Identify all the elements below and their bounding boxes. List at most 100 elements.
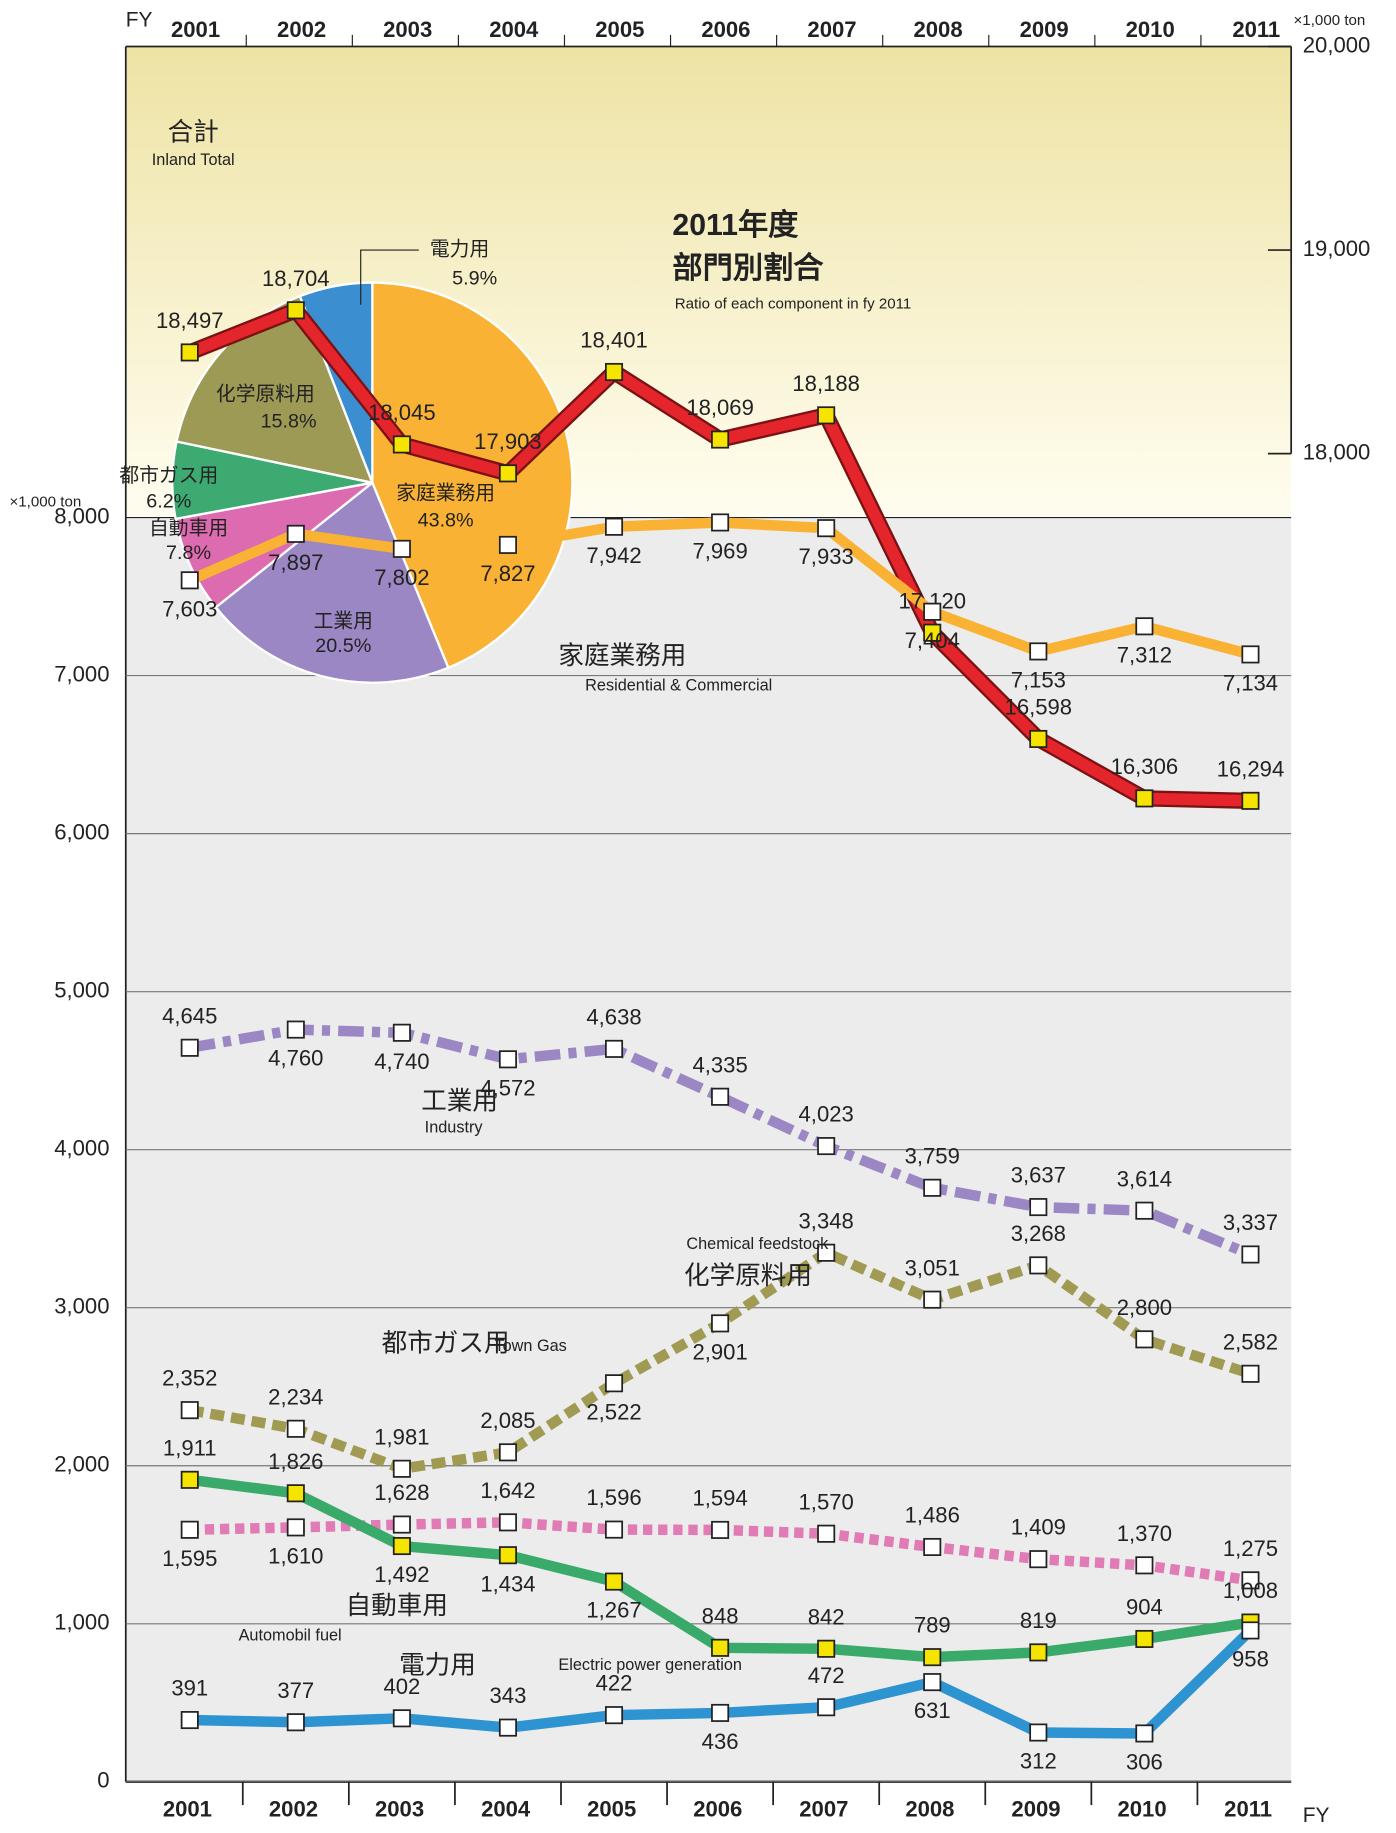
value-label: 1,370 <box>1117 1521 1172 1546</box>
value-label: 312 <box>1020 1749 1057 1774</box>
y-tick-label: 4,000 <box>54 1136 109 1161</box>
marker <box>182 1402 198 1418</box>
x-tick-label: 2011 <box>1224 1797 1272 1822</box>
value-label: 4,638 <box>586 1004 641 1029</box>
pie-value-label: 43.8% <box>418 509 474 531</box>
value-label: 631 <box>914 1698 951 1723</box>
y-tick-label: 7,000 <box>54 661 109 686</box>
x-tick-label: 2002 <box>269 1797 318 1822</box>
marker <box>818 1526 834 1542</box>
pie-label: 化学原料用 <box>216 384 315 406</box>
value-label: 1,409 <box>1011 1515 1066 1540</box>
marker <box>606 1521 622 1537</box>
x-tick-label: 2003 <box>375 1797 424 1822</box>
x-tick-label: 2005 <box>587 1797 636 1822</box>
value-label: 1,826 <box>268 1449 323 1474</box>
value-label: 2,522 <box>586 1399 641 1424</box>
series-name-en: Residential & Commercial <box>585 677 772 695</box>
value-label: 1,267 <box>586 1598 641 1623</box>
series-name-en: Town Gas <box>494 1337 566 1355</box>
marker <box>1136 1203 1152 1219</box>
series-name: 都市ガス用 <box>382 1328 510 1357</box>
x-tick-label-top: 2010 <box>1126 17 1175 42</box>
pie-label: 電力用 <box>430 238 489 260</box>
value-label: 1,595 <box>162 1546 217 1571</box>
x-tick-label-top: 2006 <box>701 17 750 42</box>
marker <box>818 1138 834 1154</box>
marker <box>606 1573 622 1589</box>
value-label: 4,335 <box>692 1052 747 1077</box>
value-label: 7,897 <box>268 550 323 575</box>
marker <box>712 514 728 530</box>
x-axis-label-top: FY <box>126 8 153 31</box>
marker <box>182 572 198 588</box>
value-label: 436 <box>702 1729 739 1754</box>
x-tick-label: 2008 <box>905 1797 954 1822</box>
pie-caption: Ratio of each component in fy 2011 <box>675 296 912 313</box>
marker <box>924 1674 940 1690</box>
page: 家庭業務用43.8%工業用20.5%自動車用7.8%都市ガス用6.2%化学原料用… <box>0 0 1396 1833</box>
marker <box>1030 643 1046 659</box>
series-name: 家庭業務用 <box>558 641 686 670</box>
marker <box>288 1485 304 1501</box>
value-label: 1,492 <box>374 1562 429 1587</box>
value-label: 3,614 <box>1117 1166 1172 1191</box>
x-tick-label-top: 2004 <box>489 17 539 42</box>
value-label: 16,598 <box>1005 695 1073 720</box>
value-label: 1,981 <box>374 1424 429 1449</box>
value-label: 4,645 <box>162 1003 217 1028</box>
marker <box>288 1021 304 1037</box>
value-label: 3,759 <box>905 1143 960 1168</box>
value-label: 1,486 <box>905 1503 960 1528</box>
chart: 家庭業務用43.8%工業用20.5%自動車用7.8%都市ガス用6.2%化学原料用… <box>0 0 1396 1833</box>
x-tick-label-top: 2001 <box>171 17 220 42</box>
value-label: 18,497 <box>156 308 224 333</box>
value-label: 377 <box>277 1678 314 1703</box>
marker <box>288 1519 304 1535</box>
value-label: 16,306 <box>1111 754 1179 779</box>
value-label: 18,401 <box>580 328 648 353</box>
marker <box>288 1421 304 1437</box>
marker <box>394 1710 410 1726</box>
value-label: 7,827 <box>480 561 535 586</box>
marker <box>818 520 834 536</box>
value-label: 904 <box>1126 1595 1163 1620</box>
value-label: 2,085 <box>480 1408 535 1433</box>
marker <box>182 1712 198 1728</box>
marker <box>1136 1557 1152 1573</box>
series-name-en: Chemical feedstock <box>686 1235 829 1253</box>
pie-label: 自動車用 <box>149 517 228 539</box>
marker <box>1136 1331 1152 1347</box>
series-name-en: Automobil fuel <box>239 1627 342 1645</box>
marker <box>924 604 940 620</box>
value-label: 7,969 <box>692 539 747 564</box>
series-name-en: Industry <box>425 1118 484 1136</box>
pie-value-label: 15.8% <box>261 410 317 432</box>
value-label: 2,901 <box>692 1339 747 1364</box>
value-label: 1,610 <box>268 1543 323 1568</box>
marker <box>1242 1366 1258 1382</box>
total-name: 合計 <box>168 118 219 147</box>
value-label: 18,069 <box>686 395 754 420</box>
marker <box>1030 1257 1046 1273</box>
value-label: 1,008 <box>1223 1578 1278 1603</box>
y2-tick-label: 19,000 <box>1303 236 1371 261</box>
marker <box>500 1514 516 1530</box>
marker <box>288 302 304 318</box>
series-name: 自動車用 <box>346 1591 448 1620</box>
value-label: 3,637 <box>1011 1163 1066 1188</box>
value-label: 3,337 <box>1223 1210 1278 1235</box>
marker <box>712 431 728 447</box>
marker <box>1136 790 1152 806</box>
marker <box>182 1472 198 1488</box>
marker <box>500 1051 516 1067</box>
total-name-en: Inland Total <box>152 151 235 169</box>
series-name: 電力用 <box>399 1650 476 1679</box>
marker <box>394 1516 410 1532</box>
marker <box>394 1538 410 1554</box>
marker <box>606 364 622 380</box>
marker <box>394 436 410 452</box>
marker <box>1242 793 1258 809</box>
value-label: 4,740 <box>374 1049 429 1074</box>
value-label: 1,596 <box>586 1485 641 1510</box>
